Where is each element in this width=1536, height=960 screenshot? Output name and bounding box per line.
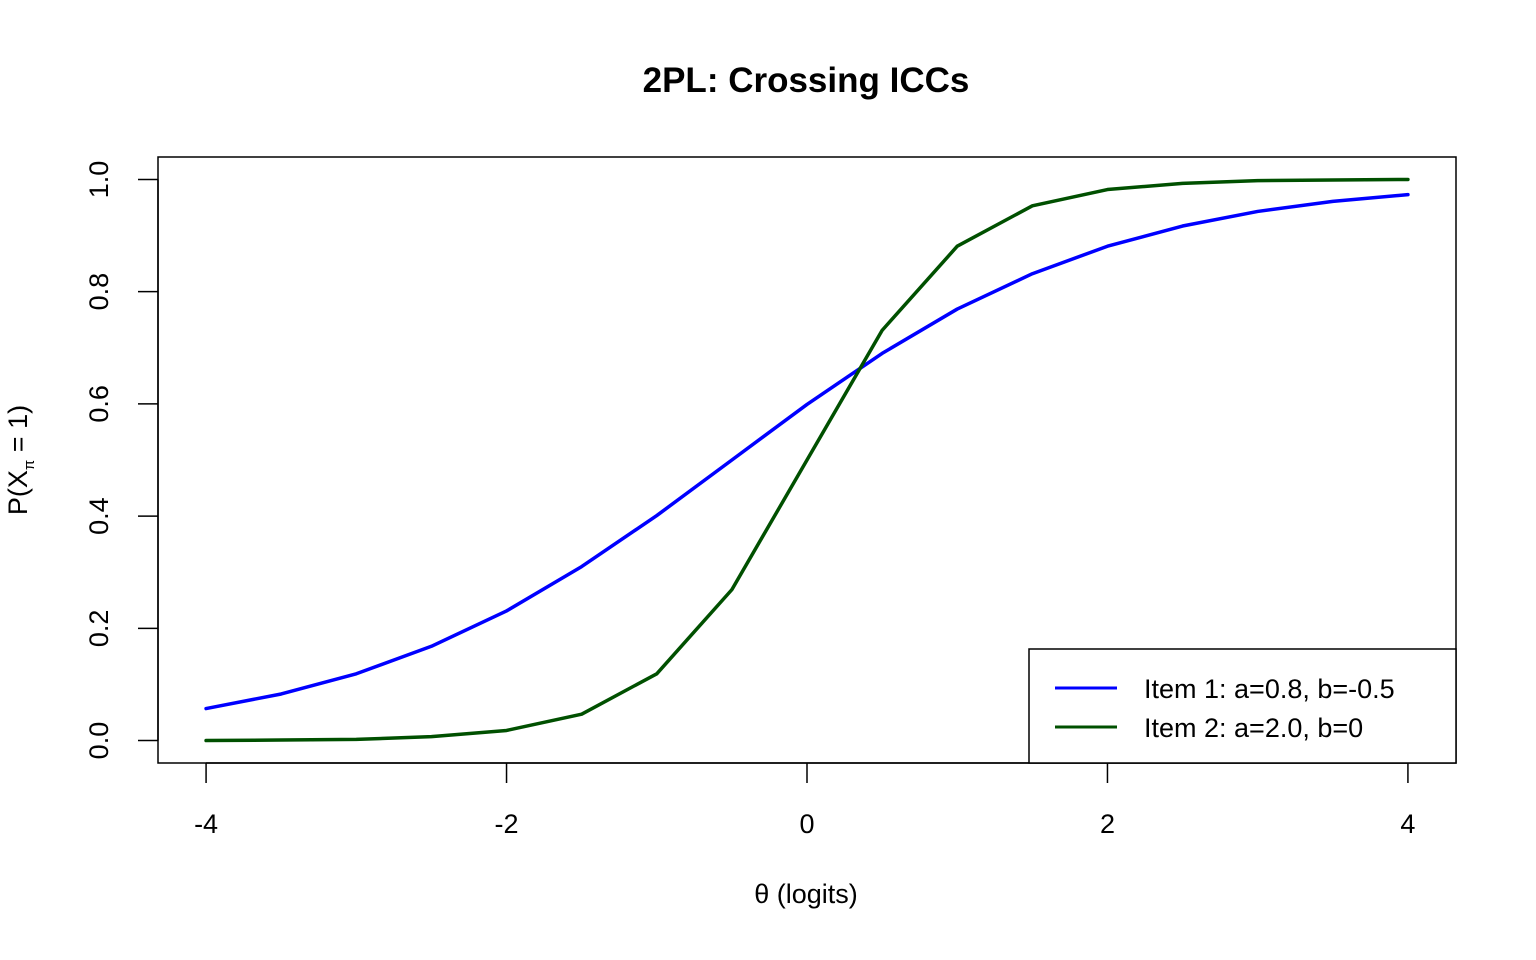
series-line-item-1 <box>204 192 1410 711</box>
y-tick-label: 0.0 <box>84 722 114 760</box>
y-tick-label: 0.6 <box>84 385 114 423</box>
y-tick-label: 1.0 <box>84 161 114 199</box>
x-tick-label: -2 <box>495 809 519 839</box>
y-axis-label-prefix: P(X <box>3 470 33 515</box>
series-line-item-2 <box>204 177 1410 743</box>
y-axis: 0.0 0.2 0.4 0.6 0.8 1.0 <box>84 161 159 760</box>
legend-label-item-1: Item 1: a=0.8, b=-0.5 <box>1144 674 1395 704</box>
chart-title: 2PL: Crossing ICCs <box>643 61 970 100</box>
y-tick-label: 0.8 <box>84 273 114 311</box>
series-layer <box>204 177 1410 743</box>
x-tick-label: 4 <box>1400 809 1415 839</box>
x-tick-label: 0 <box>799 809 814 839</box>
x-tick-label: -4 <box>194 809 218 839</box>
legend-label-item-2: Item 2: a=2.0, b=0 <box>1144 713 1363 743</box>
y-tick-label: 0.4 <box>84 497 114 535</box>
y-axis-label-subscript: π <box>21 460 38 470</box>
x-axis-label: θ (logits) <box>754 879 858 909</box>
legend: Item 1: a=0.8, b=-0.5 Item 2: a=2.0, b=0 <box>1028 648 1457 764</box>
legend-box <box>1028 648 1457 764</box>
y-axis-label: P(Xπ = 1) <box>3 405 38 515</box>
x-axis: -4 -2 0 2 4 <box>194 762 1415 839</box>
y-tick-label: 0.2 <box>84 610 114 648</box>
x-tick-label: 2 <box>1100 809 1115 839</box>
y-axis-label-suffix: = 1) <box>3 405 33 460</box>
